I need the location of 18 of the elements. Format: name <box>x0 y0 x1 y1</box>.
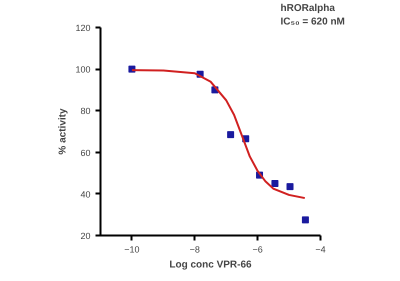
x-tick-label: −4 <box>315 244 326 254</box>
text: hRORalpha <box>280 3 336 14</box>
y-tick-label: 60 <box>80 148 91 158</box>
y-axis-title: % activity <box>57 108 68 155</box>
y-tick-label: 100 <box>75 64 91 75</box>
y-tick-label: 20 <box>80 231 91 241</box>
y-tick-label: 40 <box>80 189 91 200</box>
point <box>271 180 278 187</box>
y-tick-label: 80 <box>80 106 91 116</box>
point <box>302 216 309 224</box>
x-tick-label: −6 <box>252 244 263 254</box>
x-tick-label: −8 <box>190 244 200 254</box>
point <box>286 183 294 190</box>
point <box>227 131 234 138</box>
y-tick-label: 120 <box>75 23 91 33</box>
x-axis-title: Log conc VPR-66 <box>169 260 252 270</box>
text: IC₅₀ = 620 nM <box>280 16 345 28</box>
x-tick-label: −10 <box>124 244 140 254</box>
